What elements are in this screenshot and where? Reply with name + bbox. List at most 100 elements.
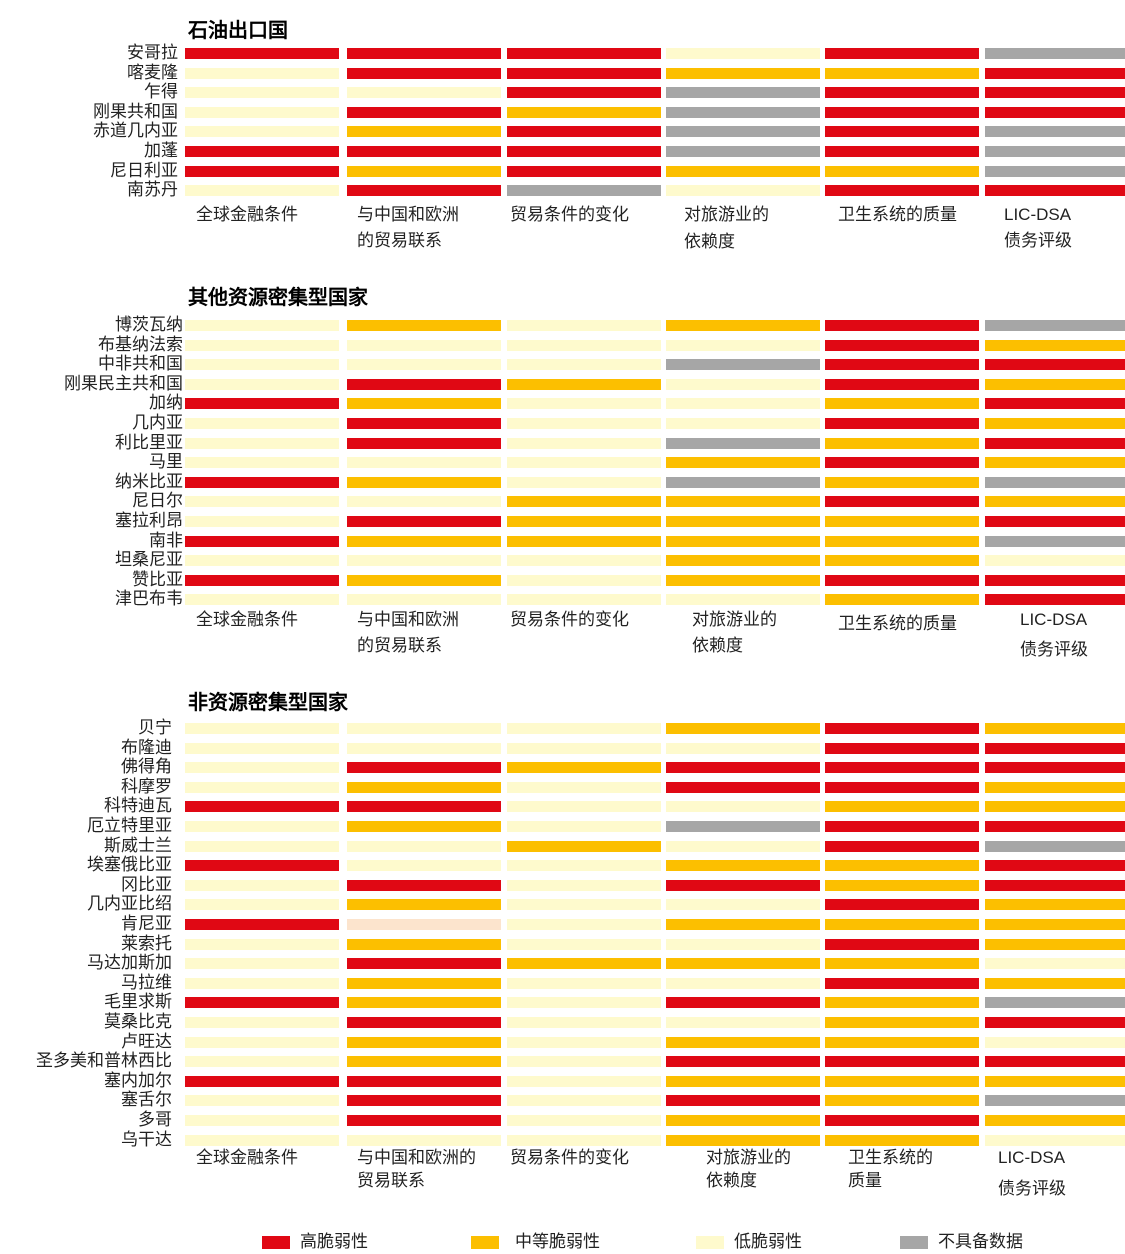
heatmap-cell <box>185 723 339 734</box>
heatmap-cell <box>507 1017 661 1028</box>
heatmap-cell <box>507 555 661 567</box>
heatmap-cell <box>666 801 820 813</box>
heatmap-cell <box>507 496 661 508</box>
heatmap-cell <box>347 781 501 793</box>
heatmap-cell <box>185 899 339 911</box>
legend-swatch-low <box>696 1236 724 1249</box>
heatmap-cell <box>185 555 339 567</box>
heatmap-cell <box>825 860 979 872</box>
heatmap-cell <box>185 516 339 527</box>
heatmap-cell <box>347 938 501 950</box>
panel-title: 石油出口国 <box>188 18 288 42</box>
heatmap-cell <box>347 106 501 118</box>
heatmap-cell <box>347 555 501 567</box>
heatmap-cell <box>507 320 661 331</box>
row-label: 坦桑尼亚 <box>115 550 183 571</box>
heatmap-cell <box>507 879 661 891</box>
legend-label-na: 不具备数据 <box>938 1232 1023 1252</box>
heatmap-cell <box>666 378 820 390</box>
heatmap-cell <box>507 437 661 449</box>
heatmap-cell <box>825 496 979 508</box>
heatmap-cell <box>347 997 501 1009</box>
heatmap-cell <box>985 476 1125 488</box>
row-label: 塞拉利昂 <box>115 511 183 531</box>
row-label: 马拉维 <box>121 972 172 993</box>
heatmap-cell <box>825 146 979 157</box>
heatmap-cell <box>185 1134 339 1146</box>
column-label: 全球金融条件 <box>196 205 298 225</box>
heatmap-cell <box>666 1056 820 1068</box>
heatmap-cell <box>507 126 661 138</box>
heatmap-cell <box>185 146 339 157</box>
column-label: 与中国和欧洲的 <box>357 1148 476 1168</box>
heatmap-cell <box>825 899 979 911</box>
heatmap-cell <box>507 1075 661 1087</box>
column-label: 对旅游业的 <box>692 610 777 630</box>
heatmap-cell <box>185 457 339 469</box>
heatmap-cell <box>185 781 339 793</box>
heatmap-cell <box>507 48 661 59</box>
heatmap-cell <box>666 359 820 371</box>
heatmap-cell <box>507 723 661 734</box>
heatmap-cell <box>185 997 339 1009</box>
heatmap-cell <box>185 476 339 488</box>
heatmap-cell <box>507 574 661 586</box>
column-label: 依赖度 <box>684 232 735 252</box>
heatmap-cell <box>985 801 1125 813</box>
heatmap-cell <box>666 860 820 872</box>
heatmap-cell <box>825 958 979 970</box>
heatmap-cell <box>185 67 339 79</box>
heatmap-cell <box>185 359 339 371</box>
heatmap-cell <box>666 418 820 429</box>
heatmap-cell <box>185 1056 339 1068</box>
heatmap-cell <box>347 126 501 138</box>
heatmap-cell <box>825 378 979 390</box>
column-label: 对旅游业的 <box>684 205 769 225</box>
heatmap-cell <box>507 457 661 469</box>
heatmap-cell <box>185 938 339 950</box>
heatmap-cell <box>347 48 501 59</box>
heatmap-cell <box>347 146 501 157</box>
heatmap-cell <box>507 165 661 177</box>
column-label: 的贸易联系 <box>357 231 442 251</box>
heatmap-cell <box>666 958 820 970</box>
column-label: 依赖度 <box>706 1171 757 1191</box>
panel-title: 非资源密集型国家 <box>188 690 348 714</box>
row-label: 马达加斯加 <box>87 953 172 974</box>
heatmap-cell <box>825 1115 979 1126</box>
row-label: 贝宁 <box>138 718 172 738</box>
heatmap-cell <box>347 860 501 872</box>
heatmap-cell <box>347 840 501 852</box>
heatmap-cell <box>825 359 979 371</box>
heatmap-cell <box>985 457 1125 469</box>
legend-label-low: 低脆弱性 <box>734 1232 802 1252</box>
heatmap-cell <box>185 398 339 410</box>
heatmap-cell <box>507 1134 661 1146</box>
row-label: 马里 <box>149 452 183 473</box>
row-label: 乍得 <box>144 82 178 103</box>
heatmap-cell <box>507 821 661 832</box>
row-label: 冈比亚 <box>121 874 172 895</box>
column-label: 全球金融条件 <box>196 1148 298 1168</box>
heatmap-cell <box>666 165 820 177</box>
heatmap-cell <box>185 106 339 118</box>
heatmap-cell <box>825 555 979 567</box>
heatmap-cell <box>347 879 501 891</box>
heatmap-cell <box>507 146 661 157</box>
heatmap-cell <box>507 516 661 527</box>
heatmap-cell <box>347 742 501 754</box>
heatmap-cell <box>507 1056 661 1068</box>
heatmap-cell <box>666 535 820 547</box>
heatmap-cell <box>185 574 339 586</box>
row-label: 尼日利亚 <box>110 160 178 181</box>
heatmap-cell <box>347 1095 501 1107</box>
heatmap-cell <box>347 185 501 197</box>
heatmap-cell <box>185 185 339 197</box>
heatmap-cell <box>666 899 820 911</box>
heatmap-cell <box>666 594 820 606</box>
row-label: 喀麦隆 <box>127 62 178 83</box>
heatmap-cell <box>507 535 661 547</box>
heatmap-cell <box>347 821 501 832</box>
heatmap-cell <box>985 899 1125 911</box>
row-label: 佛得角 <box>121 757 172 778</box>
